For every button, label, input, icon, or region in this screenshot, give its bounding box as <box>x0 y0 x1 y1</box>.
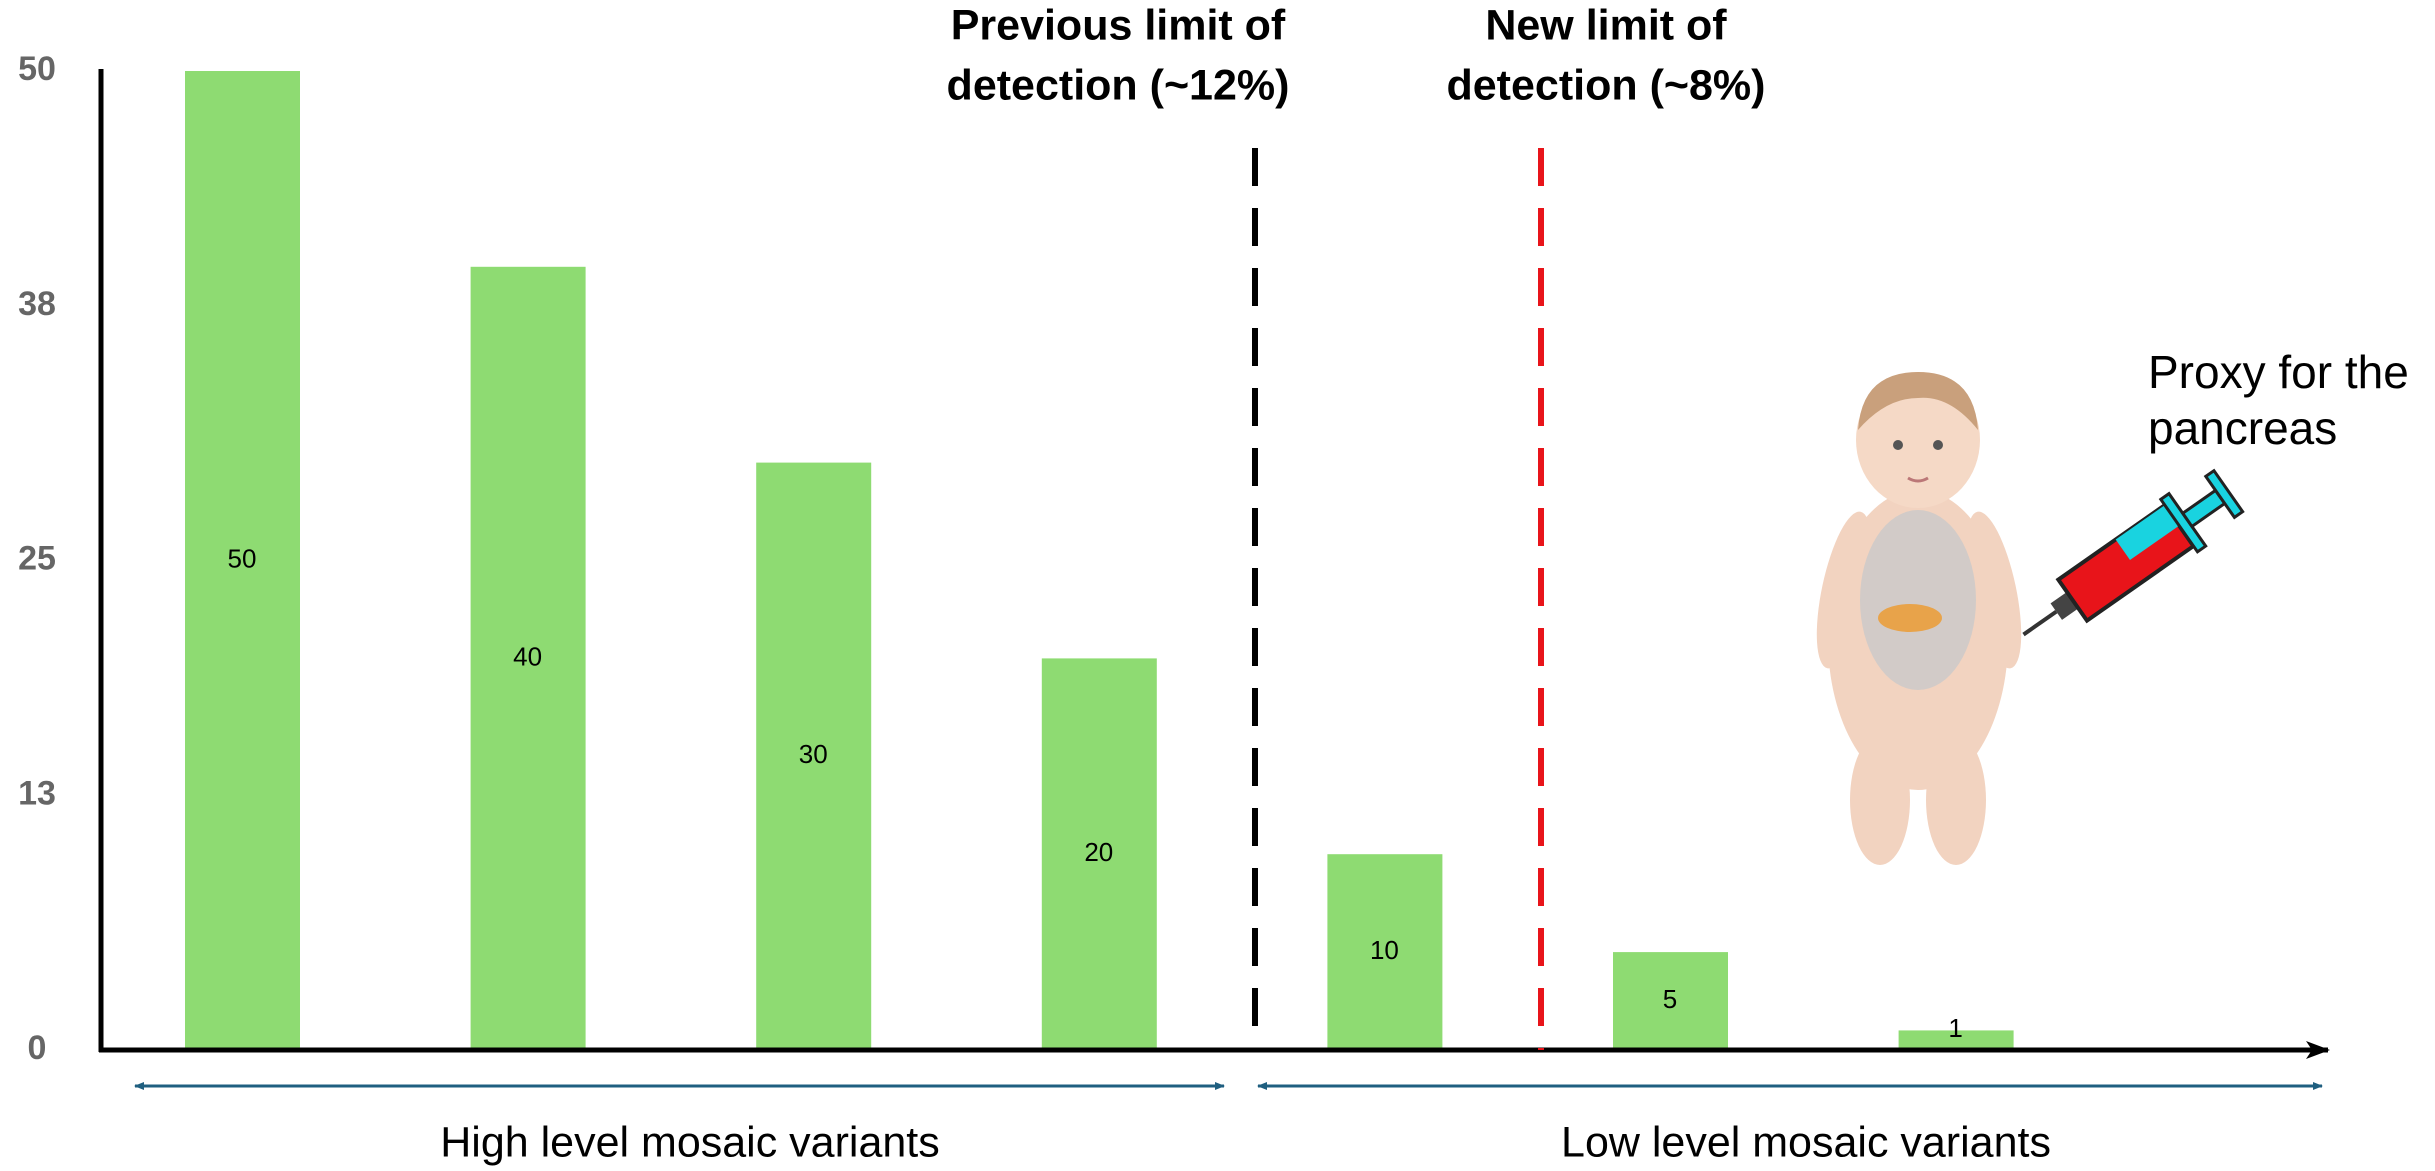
value-label: 40 <box>513 641 542 671</box>
annotation-text: detection (~8%) <box>1447 61 1766 109</box>
page: 0 13 25 38 50 50 40 30 20 10 5 1 Previous limit of de… <box>0 0 2435 1171</box>
image-caption: pancreas <box>2148 402 2337 454</box>
y-tick-label: 38 <box>18 285 56 323</box>
value-label: 30 <box>799 739 828 769</box>
baby-illustration <box>1806 372 2032 865</box>
group-label: Low level mosaic variants <box>1561 1118 2051 1166</box>
y-tick-label: 25 <box>18 539 56 577</box>
value-label: 1 <box>1948 1013 1962 1043</box>
image-caption: Proxy for the <box>2148 346 2409 398</box>
value-label: 20 <box>1084 837 1113 867</box>
y-tick-label: 50 <box>18 50 56 88</box>
value-label: 5 <box>1663 984 1677 1014</box>
group-label: High level mosaic variants <box>440 1118 939 1166</box>
chart: 0 13 25 38 50 50 40 30 20 10 5 1 Previous limit of de… <box>0 0 2435 1171</box>
annotation-text: detection (~12%) <box>947 61 1290 109</box>
annotation-text: Previous limit of <box>951 1 1286 49</box>
value-label: 50 <box>228 543 257 573</box>
y-tick-label: 13 <box>18 774 56 812</box>
annotation-text: New limit of <box>1485 1 1727 49</box>
value-label: 10 <box>1370 935 1399 965</box>
y-tick-label: 0 <box>28 1029 47 1067</box>
syringe-illustration <box>2005 465 2246 661</box>
